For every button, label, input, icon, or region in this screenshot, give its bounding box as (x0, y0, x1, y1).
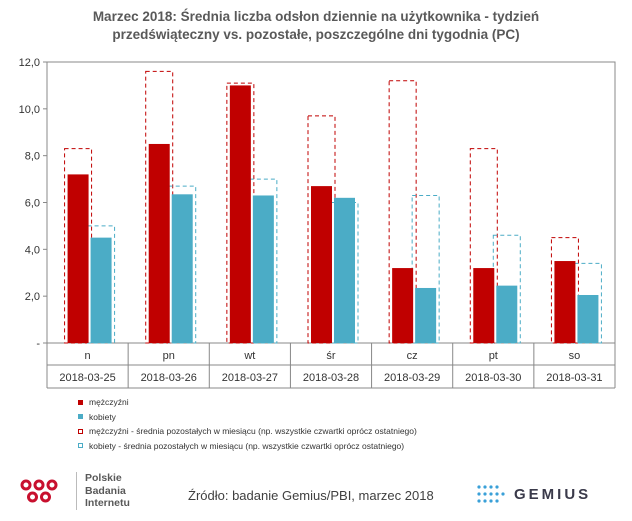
y-tick-label: 12,0 (19, 57, 40, 69)
source-note: Źródło: badanie Gemius/PBI, marzec 2018 (188, 488, 434, 503)
bar-value (415, 287, 437, 343)
bar-value (554, 261, 576, 343)
gemius-dots-icon (477, 485, 505, 503)
pbi-line1: Polskie (85, 472, 122, 484)
date-label: 2018-03-31 (546, 372, 602, 384)
legend-item-women-avg: kobiety - średnia pozostałych w miesiącu… (78, 439, 417, 454)
legend-label-women: kobiety (89, 411, 116, 422)
y-tick-label: 4,0 (25, 244, 40, 256)
category-label: n (85, 350, 91, 362)
bar-value (148, 143, 170, 343)
chart-title-line1: Marzec 2018: Średnia liczba odsłon dzien… (92, 9, 540, 24)
category-label: pn (163, 350, 175, 362)
y-tick-label: 10,0 (19, 104, 40, 116)
legend-label-women-avg: kobiety - średnia pozostałych w miesiącu… (89, 440, 405, 451)
category-label: śr (326, 350, 336, 362)
bar-value (171, 194, 193, 343)
category-label: pt (489, 350, 498, 362)
bar-value (473, 268, 495, 343)
legend-label-men: mężczyźni (89, 397, 129, 408)
legend: mężczyźni kobiety mężczyźni - średnia po… (78, 395, 417, 453)
legend-swatch-men-avg (78, 428, 83, 434)
pbi-line2: Badania (85, 484, 126, 497)
legend-item-women: kobiety (78, 410, 417, 425)
date-label: 2018-03-27 (222, 372, 278, 384)
bar-value (311, 186, 332, 343)
legend-swatch-women (78, 414, 83, 420)
date-label: 2018-03-29 (384, 372, 440, 384)
date-label: 2018-03-26 (141, 372, 197, 384)
bar-value (229, 85, 251, 344)
legend-swatch-women-avg (78, 443, 83, 449)
y-tick-label: 6,0 (25, 198, 40, 210)
category-label: wt (243, 350, 255, 362)
bar-value (67, 174, 89, 343)
gemius-wordmark: GEMIUS (514, 485, 592, 503)
chart-title: Marzec 2018: Średnia liczba odsłon dzien… (0, 8, 632, 44)
legend-item-men: mężczyźni (78, 395, 417, 410)
chart-title-line2: przedświąteczny vs. pozostałe, poszczegó… (112, 27, 520, 42)
bar-value (392, 268, 414, 343)
bar-value (90, 237, 112, 343)
bar-value (334, 197, 355, 343)
legend-item-men-avg: mężczyźni - średnia pozostałych w miesią… (78, 424, 417, 439)
bar-value (496, 285, 518, 343)
y-tick-label: - (36, 338, 40, 350)
date-label: 2018-03-28 (303, 372, 359, 384)
pbi-line3: Internetu (85, 497, 130, 509)
bar-value (252, 195, 274, 343)
category-label: so (569, 350, 581, 362)
date-label: 2018-03-30 (465, 372, 521, 384)
pbi-logo: Polskie Badania Internetu (20, 472, 130, 510)
pbi-wordmark: Polskie Badania Internetu (76, 472, 130, 510)
date-label: 2018-03-25 (59, 372, 115, 384)
pbi-dots-icon (20, 479, 58, 503)
category-label: cz (407, 350, 418, 362)
legend-label-men-avg: mężczyźni - średnia pozostałych w miesią… (89, 426, 417, 437)
legend-swatch-men (78, 399, 83, 405)
bar-average (550, 237, 579, 344)
y-tick-label: 8,0 (25, 151, 40, 163)
bar-value (577, 294, 599, 343)
gemius-logo: GEMIUS (476, 483, 591, 505)
bar-chart: - 2,0 4,0 6,0 8,0 10,0 12,0 n 2018-03-25 pn 2018-0… (19, 57, 616, 389)
y-tick-label: 2,0 (25, 291, 40, 303)
